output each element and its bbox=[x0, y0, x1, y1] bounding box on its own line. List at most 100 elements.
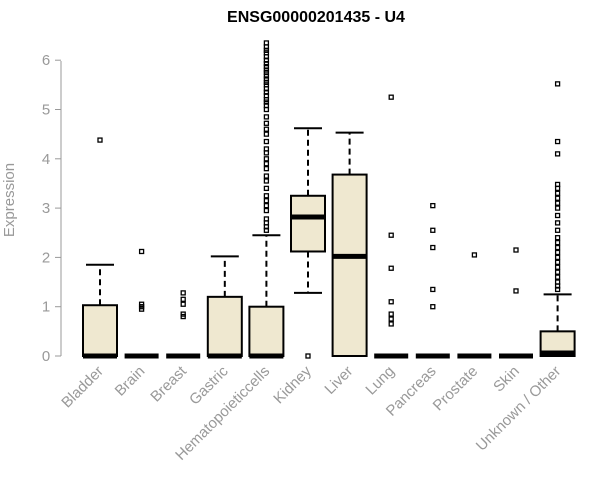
box-body bbox=[248, 305, 285, 358]
outlier-point bbox=[388, 316, 394, 322]
box-group-gastric bbox=[206, 255, 243, 359]
outlier-point bbox=[263, 193, 270, 199]
outlier-point bbox=[263, 138, 270, 145]
chart-title: ENSG00000201435 - U4 bbox=[227, 9, 405, 26]
outlier-point bbox=[554, 235, 561, 241]
box-group-brain bbox=[124, 248, 159, 359]
outlier-point bbox=[263, 126, 270, 132]
y-tick-label: 0 bbox=[42, 348, 50, 365]
box-body bbox=[206, 295, 243, 357]
y-tick-label: 2 bbox=[42, 249, 50, 266]
outlier-point bbox=[180, 296, 186, 302]
outlier-point bbox=[180, 311, 186, 317]
y-tick-label: 6 bbox=[42, 52, 50, 69]
outlier-point bbox=[554, 220, 561, 226]
outlier-point bbox=[554, 181, 561, 188]
outlier-point bbox=[263, 202, 270, 209]
box-group-lung bbox=[374, 94, 409, 359]
outlier-point bbox=[554, 274, 561, 280]
outlier-point bbox=[263, 178, 270, 184]
outlier-point bbox=[554, 151, 561, 157]
outlier-point bbox=[554, 254, 561, 261]
box-group-breast bbox=[166, 290, 201, 359]
y-tick-label: 4 bbox=[42, 151, 50, 168]
outlier-point bbox=[554, 200, 561, 206]
outlier-point bbox=[554, 212, 561, 219]
box-group-unknown-other bbox=[539, 81, 576, 358]
outlier-point bbox=[263, 120, 270, 126]
outlier-point bbox=[263, 156, 270, 162]
box-group-skin bbox=[499, 247, 533, 359]
outlier-point bbox=[263, 146, 270, 152]
x-tick-label: Brain bbox=[112, 363, 149, 400]
outlier-point bbox=[554, 205, 561, 211]
box-group-kidney bbox=[290, 127, 326, 359]
y-tick-label: 5 bbox=[42, 102, 50, 119]
outlier-point bbox=[554, 259, 561, 265]
outlier-point bbox=[388, 311, 394, 317]
outlier-point bbox=[513, 247, 519, 253]
outlier-point bbox=[554, 195, 561, 201]
outlier-point bbox=[430, 202, 436, 209]
x-axis-labels: Bladder BrainBreastGastricHematopoieticce… bbox=[58, 362, 564, 464]
outlier-point bbox=[263, 207, 270, 214]
box-group-prostate bbox=[457, 252, 492, 359]
outlier-point bbox=[554, 190, 561, 196]
box-series bbox=[82, 40, 576, 359]
outlier-point bbox=[430, 244, 436, 251]
x-tick-label: Breast bbox=[147, 362, 190, 405]
x-tick-label: Prostate bbox=[430, 363, 482, 415]
outlier-point bbox=[554, 239, 561, 246]
outlier-point bbox=[263, 161, 270, 167]
outlier-point bbox=[180, 290, 186, 296]
x-tick-label: Kidney bbox=[270, 362, 315, 407]
outlier-point bbox=[554, 269, 561, 275]
outlier-point bbox=[97, 137, 103, 143]
outlier-point bbox=[554, 279, 561, 285]
outlier-point bbox=[263, 166, 270, 172]
outlier-point bbox=[388, 94, 394, 100]
outlier-point bbox=[263, 131, 270, 137]
outlier-point bbox=[430, 286, 436, 293]
box-group-pancreas bbox=[415, 202, 450, 359]
box-body bbox=[331, 173, 368, 357]
x-tick-label: Lung bbox=[362, 363, 398, 399]
outlier-point bbox=[263, 173, 270, 179]
outlier-point bbox=[554, 264, 561, 270]
outlier-point bbox=[263, 216, 270, 222]
outlier-point bbox=[388, 299, 394, 305]
y-tick-label: 1 bbox=[42, 299, 50, 316]
x-tick-label: Bladder bbox=[58, 363, 107, 412]
outlier-point bbox=[263, 40, 270, 46]
outlier-point bbox=[305, 353, 311, 359]
outlier-point bbox=[554, 249, 561, 256]
box-group-liver bbox=[331, 131, 368, 357]
outlier-point bbox=[471, 252, 478, 258]
box-group-hematopoieticcells bbox=[248, 40, 285, 359]
outlier-point bbox=[430, 304, 436, 310]
outlier-point bbox=[554, 227, 561, 233]
outlier-point bbox=[513, 288, 519, 294]
box-body bbox=[82, 304, 118, 358]
outlier-point bbox=[388, 321, 394, 327]
outlier-point bbox=[554, 81, 561, 87]
outlier-point bbox=[180, 301, 186, 307]
outlier-point bbox=[263, 198, 270, 204]
y-axis-ticks: 0 1 2 3 4 5 6 bbox=[42, 52, 61, 365]
outlier-point bbox=[554, 244, 561, 251]
outlier-point bbox=[430, 227, 436, 233]
outlier-point bbox=[388, 265, 394, 271]
outlier-point bbox=[554, 138, 561, 145]
box-body bbox=[290, 194, 326, 253]
outlier-point bbox=[263, 185, 270, 192]
y-tick-label: 3 bbox=[42, 200, 50, 217]
x-tick-label: Liver bbox=[321, 363, 356, 398]
outlier-point bbox=[263, 114, 270, 120]
outlier-point bbox=[388, 232, 394, 238]
outlier-point bbox=[263, 63, 270, 70]
y-axis-label: Expression bbox=[1, 163, 18, 237]
outlier-point bbox=[138, 301, 145, 307]
box-group-bladder bbox=[82, 137, 118, 359]
x-tick-label: Skin bbox=[490, 363, 523, 396]
